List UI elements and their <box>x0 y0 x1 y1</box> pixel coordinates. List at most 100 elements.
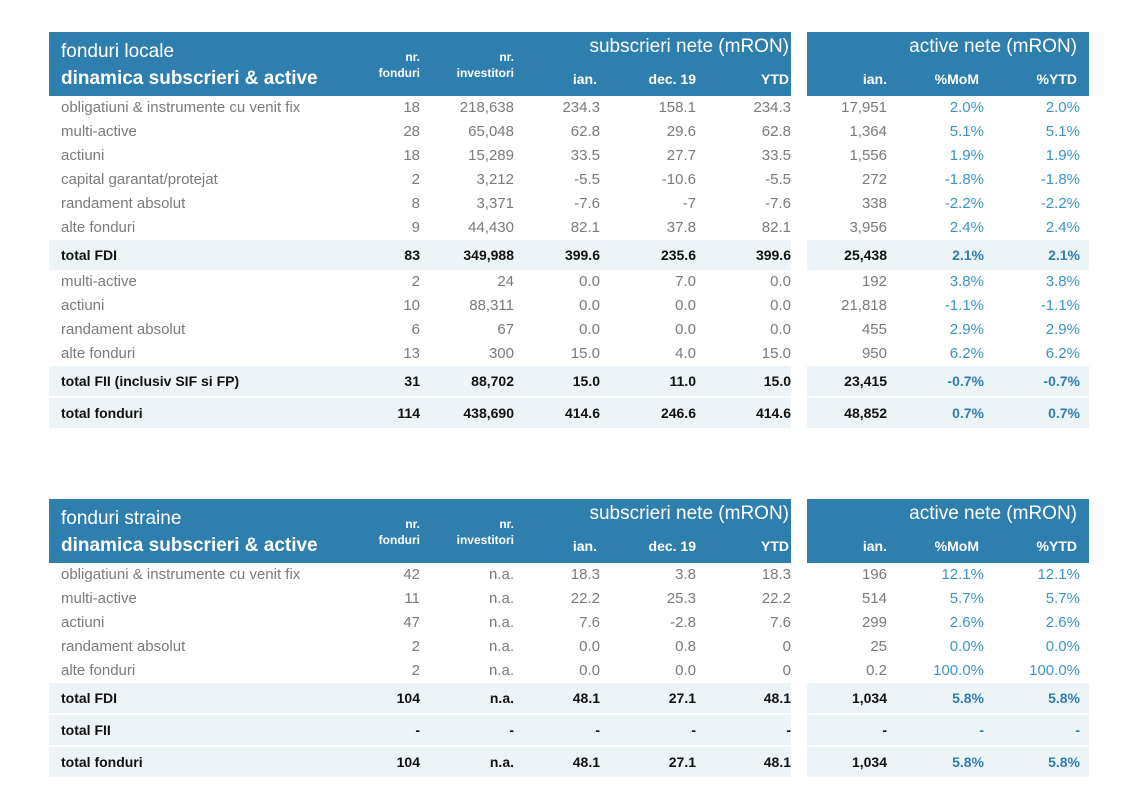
table-row: actiuni 10 88,311 0.0 0.0 0.0 21,818 -1.1% -1.1% <box>49 294 1089 318</box>
fonduri-locale-table: fonduri locale dinamica subscrieri & act… <box>49 32 1089 428</box>
cell-nr-fonduri: 83 <box>404 247 420 263</box>
cell-nr-investitori: 218,638 <box>459 99 514 116</box>
cell-act-ian: 514 <box>861 590 887 607</box>
col-header-act-mom: %MoM <box>934 538 979 554</box>
cell-sub-ian: 18.3 <box>570 566 600 583</box>
cell-sub-ian: 0.0 <box>579 662 600 679</box>
cell-act-ian: 17,951 <box>841 99 887 116</box>
cell-sub-ian: 62.8 <box>570 123 600 140</box>
cell-sub-dec19: 7.0 <box>675 273 696 290</box>
cell-act-ian: 1,034 <box>851 690 887 706</box>
table-row: multi-active 2 24 0.0 7.0 0.0 192 3.8% 3.8% <box>49 270 1089 294</box>
table-subtitle: dinamica subscrieri & active <box>61 68 318 89</box>
row-label: total fonduri <box>61 754 143 770</box>
cell-sub-ian: 15.0 <box>572 373 600 389</box>
cell-sub-ian: 0.0 <box>579 273 600 290</box>
total-row: total FII - - - - - - - - <box>49 715 1089 745</box>
cell-nr-fonduri: 10 <box>403 297 420 314</box>
col-header-act-ytd: %YTD <box>1036 538 1077 554</box>
cell-sub-ian: 82.1 <box>570 219 600 236</box>
cell-nr-investitori: 349,988 <box>463 247 514 263</box>
cell-sub-dec19: 235.6 <box>660 247 696 263</box>
cell-act-mom: 2.6% <box>949 614 984 631</box>
cell-sub-ian: 234.3 <box>562 99 600 116</box>
cell-act-ytd: 12.1% <box>1037 566 1080 583</box>
cell-act-ytd: -2.2% <box>1040 195 1080 212</box>
cell-sub-dec19: 0.0 <box>675 321 696 338</box>
cell-nr-fonduri: 47 <box>403 614 420 631</box>
cell-sub-dec19: 29.6 <box>666 123 696 140</box>
row-label: actiuni <box>61 614 105 631</box>
row-label: total FII <box>61 722 111 738</box>
cell-act-ian: 0.2 <box>866 662 887 679</box>
cell-sub-dec19: 0.0 <box>675 662 696 679</box>
cell-sub-dec19: 11.0 <box>669 373 696 389</box>
cell-sub-ian: 399.6 <box>564 247 600 263</box>
cell-sub-dec19: 0.8 <box>675 638 696 655</box>
table-subtitle: dinamica subscrieri & active <box>61 535 318 556</box>
cell-act-ian: 196 <box>861 566 887 583</box>
header-block-active <box>807 499 1089 563</box>
cell-sub-ytd: 0.0 <box>770 297 791 314</box>
header-active-nete: active nete (mRON) <box>909 36 1077 57</box>
cell-act-ian: 1,364 <box>849 123 887 140</box>
cell-sub-ytd: 399.6 <box>755 247 791 263</box>
cell-sub-ian: 7.6 <box>579 614 600 631</box>
header-subscrieri-nete: subscrieri nete (mRON) <box>589 503 789 524</box>
cell-sub-ian: 33.5 <box>570 147 600 164</box>
cell-act-ian: 23,415 <box>844 373 887 389</box>
cell-sub-dec19: 0.0 <box>675 297 696 314</box>
cell-sub-ian: 48.1 <box>572 690 600 706</box>
cell-act-ytd: 0.0% <box>1045 638 1080 655</box>
cell-nr-fonduri: 2 <box>411 638 420 655</box>
cell-act-mom: 2.0% <box>949 99 984 116</box>
cell-sub-ytd: 15.0 <box>761 345 791 362</box>
table-header: fonduri straine dinamica subscrieri & ac… <box>49 499 1089 563</box>
cell-nr-investitori: n.a. <box>489 754 514 770</box>
header-block-subscrieri <box>49 499 791 563</box>
fonduri-straine-table: fonduri straine dinamica subscrieri & ac… <box>49 499 1089 777</box>
cell-nr-fonduri: 2 <box>411 171 420 188</box>
cell-act-ian: 48,852 <box>844 405 887 421</box>
cell-act-ytd: -1.1% <box>1040 297 1080 314</box>
cell-nr-fonduri: 9 <box>411 219 420 236</box>
cell-sub-ian: 15.0 <box>570 345 600 362</box>
cell-act-mom: - <box>979 722 984 738</box>
cell-nr-investitori: n.a. <box>488 566 514 583</box>
total-row: total fonduri 104 n.a. 48.1 27.1 48.1 1,034 5.8… <box>49 747 1089 777</box>
col-header-act-ian: ian. <box>862 71 887 87</box>
cell-act-ytd: -0.7% <box>1043 373 1080 389</box>
cell-nr-investitori: 88,702 <box>471 373 514 389</box>
row-label: alte fonduri <box>61 345 136 362</box>
cell-sub-ytd: -7.6 <box>765 195 791 212</box>
cell-nr-fonduri: 31 <box>404 373 420 389</box>
cell-nr-investitori: 15,289 <box>468 147 514 164</box>
table-row: randament absolut 6 67 0.0 0.0 0.0 455 2.9% 2.9% <box>49 318 1089 342</box>
cell-nr-fonduri: 28 <box>403 123 420 140</box>
cell-act-mom: 0.7% <box>952 405 984 421</box>
col-header-act-mom: %MoM <box>934 71 979 87</box>
table-row: alte fonduri 9 44,430 82.1 37.8 82.1 3,956 2.4%… <box>49 216 1089 240</box>
cell-sub-ytd: 0.0 <box>770 273 791 290</box>
total-row: total FDI 104 n.a. 48.1 27.1 48.1 1,034 5.8% 5.8… <box>49 683 1089 713</box>
cell-act-ian: 25,438 <box>844 247 887 263</box>
cell-sub-ytd: - <box>786 722 791 738</box>
total-row: total fonduri 114 438,690 414.6 246.6 414.6 48… <box>49 398 1089 428</box>
cell-nr-investitori: 88,311 <box>469 297 514 314</box>
cell-sub-dec19: 4.0 <box>675 345 696 362</box>
row-band <box>49 747 1089 777</box>
cell-act-ian: 455 <box>861 321 887 338</box>
cell-nr-investitori: n.a. <box>488 662 514 679</box>
cell-nr-investitori: 24 <box>497 273 514 290</box>
cell-nr-investitori: 438,690 <box>463 405 514 421</box>
cell-nr-investitori: 67 <box>497 321 514 338</box>
col-header-sub-dec19: dec. 19 <box>648 538 696 554</box>
cell-sub-ian: 22.2 <box>570 590 600 607</box>
row-band <box>49 398 1089 428</box>
header-nr-fonduri-line1: nr. <box>405 50 420 64</box>
table-row: alte fonduri 13 300 15.0 4.0 15.0 950 6.2% 6.2% <box>49 342 1089 366</box>
row-label: multi-active <box>61 590 137 607</box>
cell-nr-fonduri: 11 <box>404 590 420 607</box>
cell-act-ytd: 3.8% <box>1045 273 1080 290</box>
cell-act-ytd: 2.4% <box>1045 219 1080 236</box>
